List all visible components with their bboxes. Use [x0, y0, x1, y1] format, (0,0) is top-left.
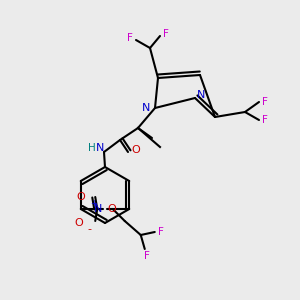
- Text: F: F: [163, 29, 169, 39]
- Text: F: F: [127, 33, 133, 43]
- Text: O: O: [75, 218, 84, 228]
- Text: N: N: [96, 143, 104, 153]
- Text: N: N: [94, 204, 102, 214]
- Text: F: F: [158, 227, 164, 237]
- Text: O: O: [132, 145, 140, 155]
- Text: N: N: [197, 90, 206, 100]
- Text: O: O: [77, 192, 85, 202]
- Text: -: -: [87, 224, 91, 234]
- Text: N: N: [142, 103, 150, 113]
- Text: +: +: [90, 199, 97, 208]
- Text: O: O: [108, 204, 116, 214]
- Text: F: F: [144, 251, 150, 261]
- Text: H: H: [88, 143, 96, 153]
- Text: F: F: [262, 97, 268, 107]
- Text: F: F: [262, 115, 268, 125]
